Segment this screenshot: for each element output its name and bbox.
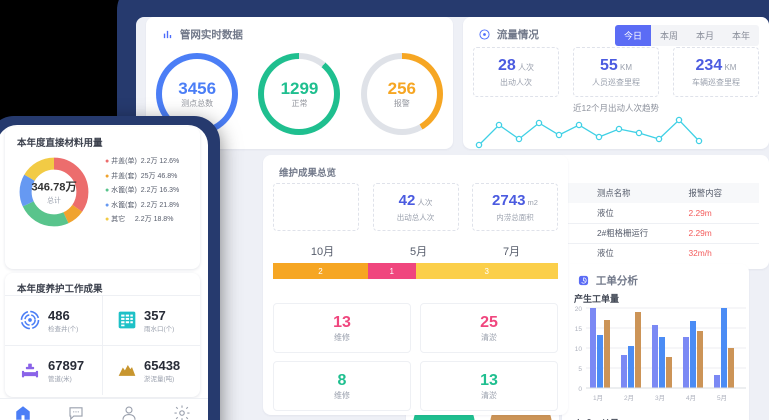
svg-text:4月: 4月 [686,394,696,402]
svg-text:1月: 1月 [593,394,603,402]
svg-text:346.78万: 346.78万 [31,180,76,193]
svg-text:10: 10 [575,346,583,353]
svg-text:5月: 5月 [717,394,727,402]
svg-text:3月: 3月 [655,394,665,402]
svg-text:0: 0 [578,386,582,393]
svg-text:5: 5 [578,366,582,373]
svg-text:总计: 总计 [47,195,61,204]
svg-text:20: 20 [575,306,583,313]
svg-text:2月: 2月 [624,394,634,402]
svg-text:15: 15 [575,326,583,333]
